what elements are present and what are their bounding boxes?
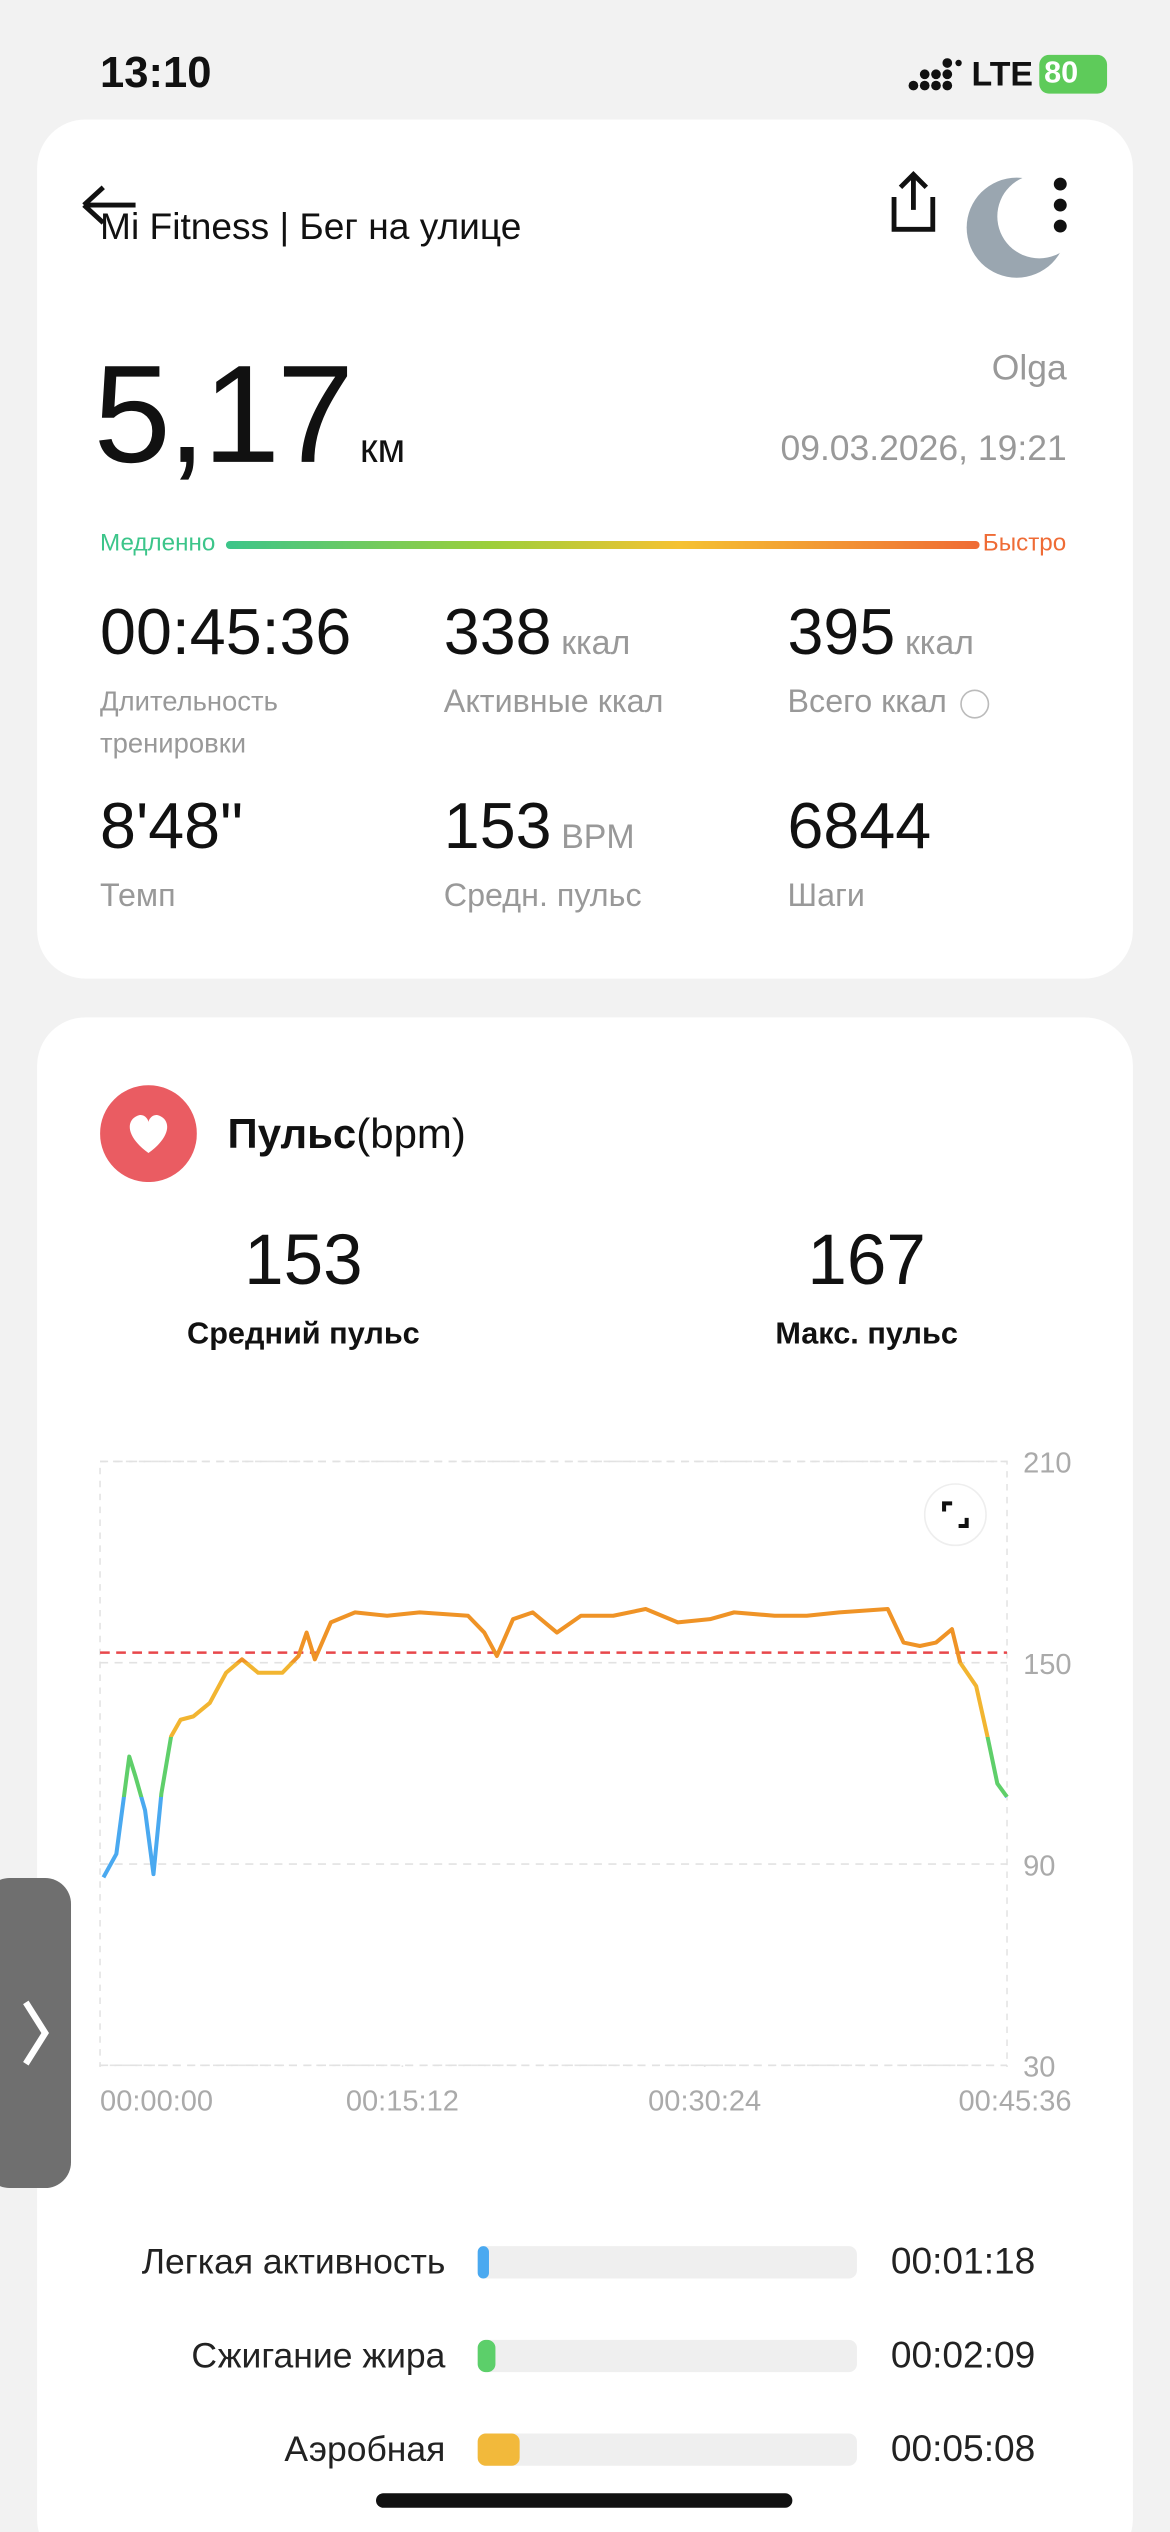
pulse-line <box>101 1606 1009 1879</box>
summary-card <box>37 119 1133 979</box>
stat-number: 338 <box>443 597 552 669</box>
x-tick-label: 00:30:24 <box>648 2086 761 2118</box>
status-time: 13:10 <box>100 48 212 97</box>
home-indicator <box>376 2493 793 2508</box>
y-tick-label: 210 <box>1023 1448 1071 1480</box>
pace-fast: Быстро <box>982 529 1067 558</box>
zone-track <box>477 2246 857 2279</box>
stat-unit: ккал <box>904 624 974 663</box>
pace-slow: Медленно <box>100 529 216 558</box>
max-pulse-label: Макс. пульс <box>775 1317 958 1352</box>
stat-number: 6844 <box>787 791 932 863</box>
y-tick-label: 90 <box>1023 1850 1055 1882</box>
battery: 80 <box>1039 54 1108 94</box>
zone-label: Сжигание жира <box>191 2335 446 2376</box>
stat-unit: BPM <box>561 818 635 856</box>
info-icon[interactable] <box>959 689 989 719</box>
zone-time: 00:05:08 <box>890 2427 1036 2470</box>
zone-time: 00:02:09 <box>890 2333 1036 2376</box>
pulse-title: Пульс <box>227 1109 357 1158</box>
distance: 5,17 <box>93 337 354 493</box>
heart-icon <box>100 1085 197 1183</box>
stat-number: 153 <box>443 791 552 863</box>
expand-icon <box>942 1501 969 1529</box>
stat-unit: ккал <box>561 624 631 663</box>
stat-label: Длительность тренировки <box>100 686 278 759</box>
stat-value: 395 ккал <box>788 597 974 670</box>
x-tick-label: 00:45:36 <box>959 2086 1072 2118</box>
stat-value: 8'48" <box>100 791 243 864</box>
pace-gradient <box>225 540 980 550</box>
share-button[interactable] <box>884 168 942 236</box>
zone-label: Легкая активность <box>141 2241 446 2282</box>
pulse-card <box>37 1017 1133 2532</box>
user-name: Olga <box>991 347 1067 388</box>
header-title: Mi Fitness | Бег на улице <box>100 205 522 248</box>
stat-value: 338 ккал <box>444 597 630 670</box>
expand-button[interactable] <box>923 1483 987 1547</box>
x-tick-label: 00:00:00 <box>100 2086 213 2118</box>
network: LTE <box>971 56 1034 94</box>
avatar[interactable] <box>965 174 1069 281</box>
zone-time: 00:01:18 <box>890 2239 1036 2282</box>
zone-track <box>477 2339 857 2373</box>
stat-label: Всего ккал <box>788 681 1095 723</box>
avg-pulse-label: Средний пульс <box>187 1317 420 1352</box>
pulse-unit: (bpm) <box>356 1109 466 1158</box>
stat-number: 8'48" <box>100 791 244 863</box>
workout-date: 09.03.2026, 19:21 <box>780 427 1067 469</box>
max-pulse: 167 <box>807 1220 926 1300</box>
stat-value: 153 BPM <box>444 791 635 864</box>
zone-bar <box>477 2339 496 2373</box>
stat-label: Средн. пульс <box>443 878 642 914</box>
side-tab-arrow <box>23 2000 50 2066</box>
avg-pulse: 153 <box>244 1220 363 1300</box>
stat-label: Шаги <box>787 878 865 914</box>
y-tick-label: 150 <box>1023 1649 1071 1681</box>
stat-value: 6844 <box>788 791 932 864</box>
zone-label: Аэробная <box>284 2428 446 2470</box>
signal-icon <box>908 58 962 91</box>
menu-button[interactable] <box>1043 174 1079 239</box>
distance-unit: км <box>359 426 406 472</box>
stat-label: Активные ккал <box>443 684 664 721</box>
back-button[interactable] <box>77 181 142 229</box>
x-tick-label: 00:15:12 <box>346 2086 459 2118</box>
side-tab[interactable] <box>0 1878 72 2189</box>
stat-label: Темп <box>100 878 176 914</box>
y-tick-label: 30 <box>1023 2052 1055 2084</box>
plot-frame <box>99 1460 1008 2067</box>
zone-bar <box>477 2246 489 2279</box>
zone-track <box>477 2433 857 2466</box>
stat-number: 00:45:36 <box>100 597 352 669</box>
zone-bar <box>477 2433 521 2466</box>
stat-value: 00:45:36 <box>100 597 351 670</box>
stat-number: 395 <box>787 597 896 669</box>
